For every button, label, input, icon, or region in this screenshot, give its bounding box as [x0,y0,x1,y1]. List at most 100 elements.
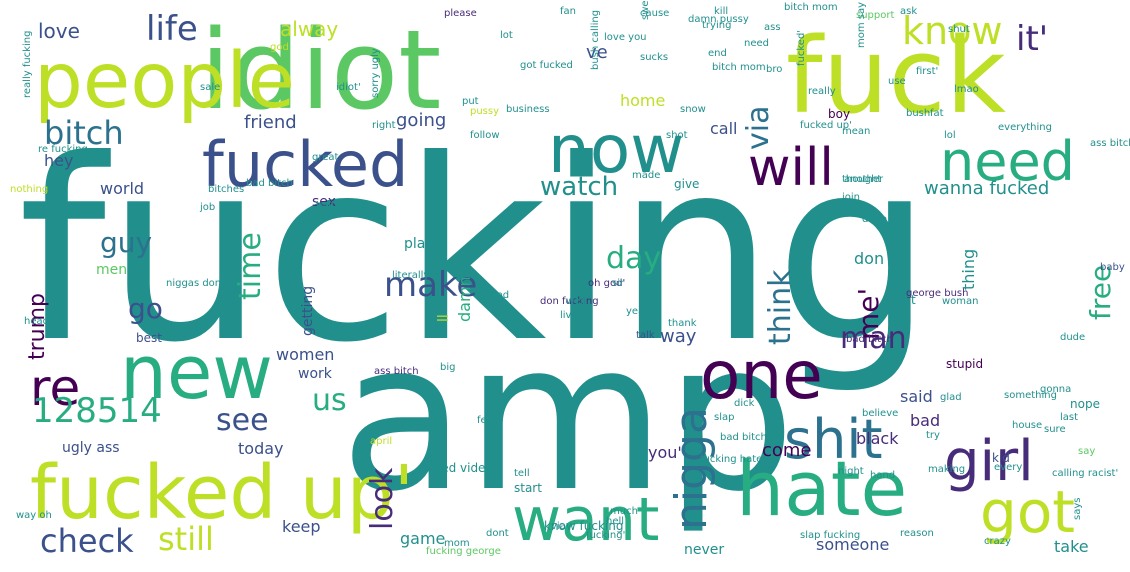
cloud-word: bad bitch [246,178,293,189]
cloud-word: bad bitch [846,334,893,345]
cloud-word: really fucking [22,31,33,98]
cloud-word: put [462,96,479,107]
cloud-word: time [233,232,268,300]
cloud-word: nothing [10,184,48,195]
cloud-word: gonna [1040,384,1071,395]
cloud-word: hand [870,470,895,481]
cloud-word: something [1004,390,1057,401]
cloud-word: join [841,192,860,203]
cloud-word: call [710,119,738,138]
cloud-word: april [370,436,392,447]
cloud-word: another [844,174,884,185]
cloud-word: fucking [18,106,933,397]
cloud-word: bitch [44,114,124,152]
cloud-word: well [566,296,586,307]
cloud-word: sex [312,194,336,210]
cloud-word: never [684,542,724,558]
cloud-word: stupid [946,357,983,371]
cloud-word: done [862,214,887,225]
cloud-word: hell [606,516,624,527]
cloud-word: men [96,262,127,278]
cloud-word: damn pussy [688,14,749,25]
cloud-word: bush calling [590,10,601,70]
cloud-word: someone [816,535,889,554]
cloud-word: women [276,345,334,364]
cloud-word: slap fucking [800,530,860,541]
cloud-word: bro [766,64,782,75]
cloud-word: will [748,138,834,198]
cloud-word: new [120,330,273,416]
cloud-word: man [840,321,907,356]
cloud-word: ugly ass [62,440,120,456]
cloud-word: ass bitch [1090,138,1130,149]
cloud-word: re [30,359,80,417]
cloud-word: last [1060,412,1078,423]
cloud-word: see [216,403,269,438]
cloud-word: ass [764,22,781,33]
cloud-word: fucking' [586,530,625,541]
cloud-word: best [136,331,162,345]
cloud-word: sure [1044,424,1066,435]
cloud-word: support [856,10,894,21]
cloud-word: nigga [666,407,717,530]
cloud-word: making [928,464,965,475]
cloud-word: glad [940,392,962,403]
cloud-word: right [372,120,396,131]
cloud-word: one [700,337,823,414]
cloud-word: love [38,19,80,43]
cloud-word: talk [636,330,655,341]
cloud-word: fucked' [796,30,807,66]
cloud-word: really [808,86,836,97]
cloud-word: sorry ugly [370,48,381,98]
cloud-word: bitches [208,184,244,195]
cloud-word: look [365,467,400,530]
cloud-word: niggas don [166,278,221,289]
cloud-word: come [762,440,812,461]
cloud-word: dont [486,528,509,539]
cloud-word: sir [612,278,625,289]
cloud-word: check [40,522,134,560]
cloud-word: it' [1016,19,1048,59]
cloud-word: use [888,76,906,87]
cloud-word: idiot' [336,82,361,93]
cloud-word: calling racist' [1052,468,1118,479]
cloud-word: reason [900,528,934,539]
cloud-word: big [440,362,455,373]
cloud-word: 128514 [32,391,162,431]
cloud-word: god [270,42,289,53]
cloud-word: amp [340,299,795,537]
cloud-word: hate [736,444,907,533]
cloud-word: got fucked [520,60,573,71]
cloud-word: fan [560,6,576,17]
cloud-word: snow [680,104,706,115]
cloud-word: baby [1100,262,1125,273]
cloud-word: pussy [470,106,499,117]
cloud-word: business [506,104,550,115]
cloud-word: believe [862,408,898,419]
cloud-word: shut [948,24,970,35]
cloud-word: way oh [16,510,52,521]
cloud-word: much [610,506,638,517]
cloud-word: george bush [906,288,968,299]
cloud-word: job [199,202,215,213]
cloud-word: idiot [200,6,441,134]
cloud-word: lot [500,30,513,41]
cloud-word: feel [477,415,496,426]
cloud-word: got [980,478,1075,546]
cloud-word: sale [200,82,220,93]
cloud-word: go [128,292,163,325]
cloud-word: hey [44,151,73,170]
cloud-word: still [158,520,214,558]
cloud-word: mom say [856,2,867,48]
cloud-word: play [404,236,434,252]
cloud-word: make [384,265,477,305]
cloud-word: fucked [202,128,408,201]
cloud-word: slap [714,412,734,423]
cloud-word: fucking hate [700,454,762,465]
cloud-word: re fucking [38,144,88,155]
cloud-word: work [298,366,333,382]
cloud-word: sucks [640,52,668,63]
cloud-word: trump [25,293,50,360]
cloud-word: head [24,316,49,327]
